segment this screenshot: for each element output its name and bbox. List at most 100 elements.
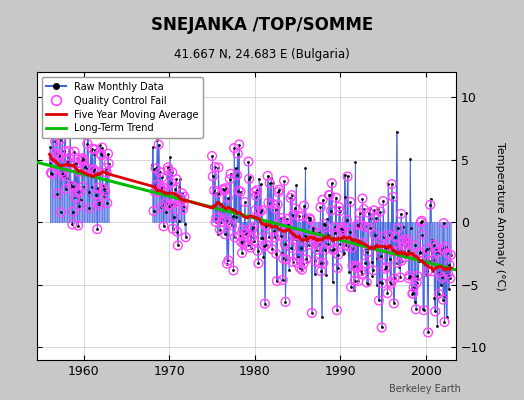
Point [68, 182, 76, 189]
Point [266, 180, 274, 186]
Point [309, 225, 317, 231]
Point [288, 259, 297, 265]
Point [287, 244, 296, 251]
Point [252, 193, 260, 199]
Point [361, 223, 369, 230]
Point [323, 232, 332, 238]
Point [392, 248, 400, 254]
Point [231, 234, 239, 240]
Point [354, 278, 363, 284]
Point [398, 258, 406, 264]
Point [283, 223, 292, 230]
Point [400, 236, 408, 243]
Point [261, 222, 270, 229]
Point [309, 228, 318, 234]
Point [430, 241, 438, 248]
Point [296, 235, 304, 241]
Point [277, 215, 286, 221]
Point [337, 224, 345, 231]
Point [167, 202, 175, 208]
Point [85, 205, 94, 212]
Point [280, 178, 288, 184]
Point [161, 209, 170, 216]
Point [91, 146, 100, 153]
Point [371, 242, 379, 249]
Point [398, 239, 407, 246]
Point [282, 256, 290, 263]
Point [159, 184, 167, 190]
Point [444, 270, 452, 277]
Point [222, 217, 231, 224]
Point [361, 260, 369, 267]
Point [303, 237, 312, 243]
Point [211, 164, 219, 170]
Point [219, 186, 227, 192]
Point [286, 195, 294, 201]
Point [434, 291, 443, 297]
Point [315, 260, 324, 266]
Point [328, 180, 336, 186]
Point [158, 174, 166, 181]
Point [259, 254, 268, 260]
Point [260, 300, 269, 307]
Point [356, 221, 365, 228]
Point [54, 153, 63, 159]
Point [215, 190, 223, 196]
Point [100, 186, 108, 192]
Point [49, 122, 57, 128]
Point [252, 207, 260, 213]
Point [154, 189, 162, 195]
Point [151, 188, 159, 195]
Point [244, 242, 252, 248]
Point [353, 265, 361, 271]
Point [393, 260, 401, 266]
Point [45, 161, 53, 168]
Point [247, 234, 256, 240]
Point [64, 148, 73, 154]
Point [100, 186, 108, 192]
Point [248, 227, 256, 233]
Point [409, 290, 417, 297]
Point [222, 185, 230, 192]
Point [412, 306, 420, 312]
Point [349, 237, 357, 244]
Point [435, 269, 444, 276]
Point [242, 230, 250, 236]
Point [94, 185, 102, 191]
Point [351, 278, 359, 284]
Point [211, 219, 220, 225]
Point [302, 256, 310, 262]
Point [345, 268, 353, 275]
Point [88, 145, 96, 152]
Point [159, 223, 168, 230]
Point [393, 260, 401, 266]
Point [436, 250, 444, 256]
Point [446, 275, 454, 282]
Point [337, 224, 345, 231]
Point [297, 245, 305, 252]
Point [427, 196, 435, 202]
Point [405, 275, 413, 282]
Point [272, 250, 280, 257]
Point [400, 242, 409, 249]
Point [57, 209, 65, 216]
Point [331, 224, 339, 230]
Point [256, 181, 265, 188]
Point [275, 186, 283, 193]
Point [367, 259, 376, 265]
Point [412, 280, 421, 286]
Point [413, 273, 422, 279]
Point [58, 118, 67, 124]
Point [439, 296, 447, 303]
Point [377, 252, 385, 259]
Point [58, 168, 66, 175]
Point [434, 246, 442, 253]
Point [390, 300, 398, 307]
Point [217, 219, 225, 225]
Point [347, 244, 356, 251]
Point [228, 222, 236, 228]
Point [98, 144, 106, 151]
Point [241, 199, 249, 205]
Point [347, 244, 356, 251]
Point [69, 209, 77, 215]
